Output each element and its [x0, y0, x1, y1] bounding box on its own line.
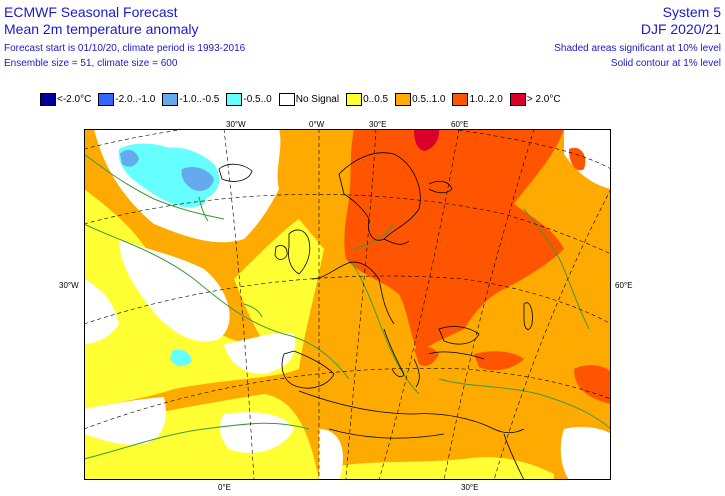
legend-label: 0.5..1.0 — [412, 94, 446, 105]
lon-label-top-30e: 30°E — [369, 120, 387, 129]
legend-swatch — [40, 93, 56, 106]
coast-scandinavia — [338, 152, 421, 241]
legend-swatch — [162, 93, 179, 106]
legend-swatch — [278, 93, 295, 106]
legend-label: 1.0..2.0 — [469, 94, 503, 105]
legend-label: <-2.0°C — [57, 94, 92, 105]
temperature-anomaly-map — [84, 129, 611, 480]
legend-label: -1.0..-0.5 — [179, 94, 220, 105]
coast-baltic — [383, 238, 410, 245]
coast-africa-north — [328, 428, 445, 439]
legend-swatch — [509, 93, 526, 106]
coast-europe-west — [311, 261, 395, 325]
coast-iberia — [281, 350, 335, 389]
lon-label-top-60e: 60°E — [451, 120, 469, 129]
anomaly-darkred-region — [414, 129, 440, 151]
coastlines — [218, 152, 533, 480]
legend-swatch — [98, 93, 115, 106]
significance-contours — [84, 153, 611, 460]
legend-item: -1.0..-0.5 — [162, 93, 219, 106]
map-frame — [84, 129, 611, 480]
legend-label: 0..0.5 — [363, 94, 389, 105]
title-main: ECMWF Seasonal Forecast — [4, 4, 178, 20]
coast-greece — [413, 358, 420, 388]
lat-label-right: 60°E — [615, 281, 633, 290]
system-label: System 5 — [662, 4, 721, 20]
legend-item: 0..0.5 — [346, 93, 388, 106]
coast-iceland — [218, 163, 253, 182]
color-legend: <-2.0°C -2.0..-1.0 -1.0..-0.5 -0.5..0 No Sig… — [40, 93, 568, 106]
legend-label: -2.0..-1.0 — [115, 94, 156, 105]
coast-red-sea — [503, 433, 525, 480]
legend-swatch — [346, 93, 363, 106]
anomaly-negative-regions — [118, 143, 220, 367]
forecast-info: Forecast start is 01/10/20, climate peri… — [4, 43, 246, 54]
coast-british-isles — [288, 229, 311, 275]
lat-label-left: 30°W — [59, 281, 79, 290]
lon-label-bottom-0e: 0°E — [218, 483, 231, 492]
legend-item: -2.0..-1.0 — [98, 93, 155, 106]
legend-item: 1.0..2.0 — [452, 93, 503, 106]
legend-swatch — [226, 93, 243, 106]
legend-swatch — [452, 93, 469, 106]
coast-caspian — [523, 302, 533, 330]
coast-turkey — [428, 351, 485, 360]
coast-black-sea — [438, 326, 480, 345]
legend-item: <-2.0°C — [40, 93, 91, 106]
legend-item: 0.5..1.0 — [395, 93, 445, 106]
lon-label-top-0w: 0°W — [309, 120, 325, 129]
legend-item: > 2.0°C — [509, 93, 561, 106]
coast-mediterranean-south — [298, 390, 525, 434]
legend-label: No Signal — [295, 94, 340, 105]
legend-item: No Signal — [278, 93, 340, 106]
season-label: DJF 2020/21 — [640, 21, 721, 37]
sig-contour-note: Solid contour at 1% level — [610, 58, 721, 69]
sig-shaded-note: Shaded areas significant at 10% level — [554, 43, 721, 54]
legend-swatch — [395, 93, 412, 106]
coast-ireland — [274, 245, 288, 260]
graticule — [84, 129, 611, 480]
lon-label-bottom-30e: 30°E — [461, 483, 479, 492]
coast-italy — [383, 328, 405, 378]
lon-label-top-30w: 30°W — [226, 120, 246, 129]
legend-label: > 2.0°C — [526, 94, 561, 105]
title-sub: Mean 2m temperature anomaly — [4, 21, 199, 37]
legend-item: -0.5..0 — [226, 93, 272, 106]
legend-label: -0.5..0 — [243, 94, 272, 105]
ensemble-info: Ensemble size = 51, climate size = 600 — [4, 58, 178, 69]
coast-white-sea — [428, 180, 453, 194]
anomaly-red-regions — [344, 129, 611, 404]
